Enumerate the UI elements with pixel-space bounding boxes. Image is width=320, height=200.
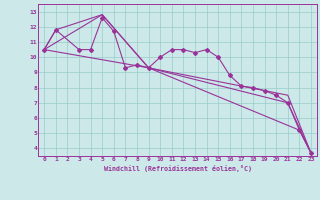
X-axis label: Windchill (Refroidissement éolien,°C): Windchill (Refroidissement éolien,°C): [104, 165, 252, 172]
